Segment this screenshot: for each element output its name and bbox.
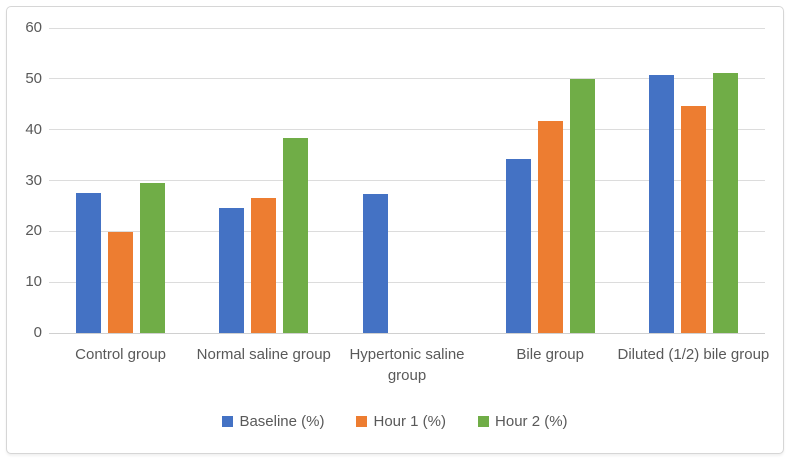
bar-hour-1-cat5 <box>680 106 706 333</box>
bar-group-2 <box>219 138 309 333</box>
legend-item-3: Hour 2 (%) <box>478 414 568 429</box>
y-tick-label-30: 30 <box>25 171 42 189</box>
x-category-label-2: Normal saline group <box>196 346 331 363</box>
legend-label-1: Baseline (%) <box>239 413 325 430</box>
bar-hour-2-cat4 <box>569 78 595 333</box>
y-tick-label-0: 0 <box>33 324 42 341</box>
y-tick-label-60: 60 <box>25 19 42 36</box>
gridline-y60 <box>49 27 765 29</box>
legend-label-3: Hour 2 (%) <box>495 413 568 430</box>
x-category-label-5: Diluted (1/2) bile group <box>617 346 770 363</box>
bar-hour-1-cat4 <box>537 120 563 333</box>
legend: Baseline (%) Hour 1 (%) Hour 2 (%) <box>0 414 790 429</box>
bar-baseline-cat1 <box>76 193 102 333</box>
y-tick-label-10: 10 <box>25 273 42 291</box>
gridline-y20 <box>49 230 765 232</box>
x-category-label-3: Hypertonic saline group <box>349 346 465 384</box>
gridline-y50 <box>49 78 765 80</box>
bar-hour-2-cat1 <box>140 182 166 333</box>
bar-group-4 <box>505 78 595 333</box>
plot-area <box>49 27 765 334</box>
legend-swatch-icon <box>222 416 234 427</box>
legend-item-1: Baseline (%) <box>222 414 324 429</box>
x-category-label-4: Bile group <box>516 346 584 363</box>
legend-swatch-icon <box>478 416 490 427</box>
legend-swatch-icon <box>356 416 368 427</box>
bar-hour-1-cat1 <box>108 232 134 333</box>
bar-baseline-cat2 <box>219 207 245 333</box>
x-category-label-1: Control group <box>75 346 167 363</box>
bar-baseline-cat4 <box>505 159 531 333</box>
bar-hour-2-cat2 <box>283 138 309 333</box>
bar-group-3 <box>362 193 452 333</box>
bar-baseline-cat3 <box>362 193 388 333</box>
gridline-y30 <box>49 180 765 181</box>
y-tick-label-40: 40 <box>25 120 42 138</box>
bar-group-5 <box>648 72 738 333</box>
y-tick-label-20: 20 <box>25 222 42 240</box>
bar-baseline-cat5 <box>648 75 674 333</box>
bar-hour-1-cat2 <box>251 198 277 333</box>
legend-label-2: Hour 1 (%) <box>373 413 447 430</box>
gridline-y10 <box>49 281 765 283</box>
gridline-y0 <box>49 332 765 334</box>
legend-item-2: Hour 1 (%) <box>356 414 446 429</box>
bar-group-1 <box>76 182 166 333</box>
gridline-y40 <box>49 129 765 131</box>
y-tick-label-50: 50 <box>25 69 42 87</box>
bar-hour-2-cat5 <box>712 72 738 333</box>
